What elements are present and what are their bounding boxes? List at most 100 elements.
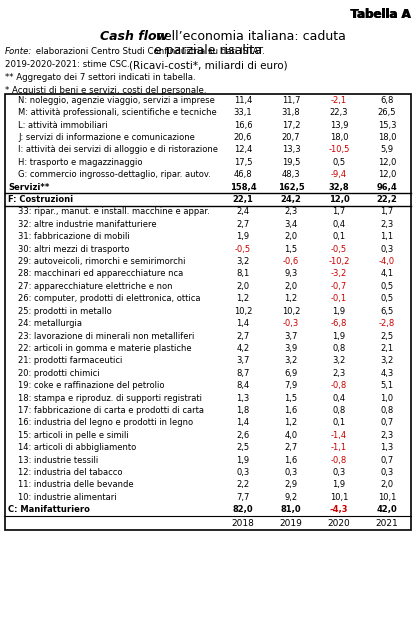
Text: 10,1: 10,1 [378,493,396,502]
Text: M: attività professionali, scientifiche e tecniche: M: attività professionali, scientifiche … [18,108,217,117]
Text: 0,3: 0,3 [380,245,394,254]
Text: * Acquisti di beni e servizi, costi del personale.: * Acquisti di beni e servizi, costi del … [5,86,206,95]
Text: 0,1: 0,1 [332,419,346,427]
Text: ** Aggregato dei 7 settori indicati in tabella.: ** Aggregato dei 7 settori indicati in t… [5,73,196,82]
Text: 8,1: 8,1 [236,269,250,278]
Text: 1,2: 1,2 [236,294,250,303]
Text: 11,4: 11,4 [234,96,252,104]
Text: I: attività dei servizi di alloggio e di ristorazione: I: attività dei servizi di alloggio e di… [18,145,218,154]
Text: 1,0: 1,0 [381,394,394,403]
Text: (Ricavi-costi*, miliardi di euro): (Ricavi-costi*, miliardi di euro) [129,60,287,70]
Text: 25: prodotti in metallo: 25: prodotti in metallo [18,306,112,316]
Text: 0,3: 0,3 [380,468,394,477]
Text: 0,8: 0,8 [380,406,394,415]
Text: 4,1: 4,1 [381,269,394,278]
Text: 3,4: 3,4 [285,220,297,229]
Text: -0,8: -0,8 [331,381,347,390]
Text: 4,0: 4,0 [285,431,297,440]
Text: 2,6: 2,6 [236,431,250,440]
Text: 11: industria delle bevande: 11: industria delle bevande [18,480,134,489]
Text: 2,0: 2,0 [285,282,297,291]
Text: 29: autoveicoli, rimorchi e semirimorchi: 29: autoveicoli, rimorchi e semirimorchi [18,257,186,266]
Text: 23: lavorazione di minerali non metalliferi: 23: lavorazione di minerali non metallif… [18,331,194,341]
Text: 2,7: 2,7 [236,220,250,229]
Text: 15,3: 15,3 [378,120,396,129]
Text: 3,7: 3,7 [284,331,298,341]
Text: 0,8: 0,8 [332,406,346,415]
Text: 4,2: 4,2 [236,344,250,353]
Text: 2,1: 2,1 [381,344,394,353]
Text: 9,2: 9,2 [285,493,297,502]
Text: -2,1: -2,1 [331,96,347,104]
Text: -0,8: -0,8 [331,455,347,464]
Text: 2,0: 2,0 [236,282,250,291]
Text: 18,0: 18,0 [378,133,396,142]
Text: 26: computer, prodotti di elettronica, ottica: 26: computer, prodotti di elettronica, o… [18,294,201,303]
Text: 2021: 2021 [376,519,399,527]
Text: 3,7: 3,7 [236,356,250,366]
Text: 31: fabbricazione di mobili: 31: fabbricazione di mobili [18,233,130,241]
Text: 24,2: 24,2 [280,195,302,204]
Text: elaborazioni Centro Studi Confindustria su dati ISTAT.: elaborazioni Centro Studi Confindustria … [33,47,265,56]
Text: 12,4: 12,4 [234,145,252,154]
Text: 22,1: 22,1 [233,195,253,204]
Text: 10,1: 10,1 [330,493,348,502]
Text: 6,9: 6,9 [285,369,297,378]
Text: 2,9: 2,9 [285,480,297,489]
Text: 20,7: 20,7 [282,133,300,142]
Text: 1,9: 1,9 [236,233,250,241]
Text: 16,6: 16,6 [234,120,253,129]
Text: 0,1: 0,1 [332,233,346,241]
Text: 7,7: 7,7 [236,493,250,502]
Text: 1,7: 1,7 [332,208,346,217]
Text: -0,7: -0,7 [331,282,347,291]
Text: 33: ripar., manut. e install. macchine e appar.: 33: ripar., manut. e install. macchine e… [18,208,210,217]
Text: 1,6: 1,6 [285,455,297,464]
Text: 5,1: 5,1 [381,381,394,390]
Text: 1,5: 1,5 [285,394,297,403]
Text: 12: industria del tabacco: 12: industria del tabacco [18,468,122,477]
Text: 12,0: 12,0 [378,158,396,167]
Text: -4,3: -4,3 [330,505,348,514]
Text: 2,4: 2,4 [236,208,250,217]
Text: 2019: 2019 [280,519,302,527]
Text: 0,5: 0,5 [332,158,346,167]
Text: 18,0: 18,0 [330,133,348,142]
Text: 0,5: 0,5 [381,294,394,303]
Text: 0,3: 0,3 [285,468,297,477]
Text: 16: industria del legno e prodotti in legno: 16: industria del legno e prodotti in le… [18,419,193,427]
Text: 2,3: 2,3 [332,369,346,378]
Text: 3,2: 3,2 [332,356,346,366]
Text: 31,8: 31,8 [282,108,300,117]
Text: 1,5: 1,5 [285,245,297,254]
Text: 0,5: 0,5 [381,282,394,291]
Text: -4,0: -4,0 [379,257,395,266]
Text: -10,2: -10,2 [328,257,350,266]
Text: Servizi**: Servizi** [8,183,50,192]
Text: H: trasporto e magazzinaggio: H: trasporto e magazzinaggio [18,158,143,167]
Text: nell’economia italiana: caduta: nell’economia italiana: caduta [153,30,347,43]
Text: Cash flow: Cash flow [101,30,168,43]
Text: -0,1: -0,1 [331,294,347,303]
Text: 32: altre industrie manifatturiere: 32: altre industrie manifatturiere [18,220,157,229]
Text: 8,7: 8,7 [236,369,250,378]
Text: 10,2: 10,2 [234,306,252,316]
Text: 22,3: 22,3 [330,108,348,117]
Text: 158,4: 158,4 [230,183,256,192]
Text: 32,8: 32,8 [329,183,349,192]
Text: 0,7: 0,7 [380,419,394,427]
Text: 13: industrie tessili: 13: industrie tessili [18,455,98,464]
Text: 4,3: 4,3 [380,369,394,378]
Text: 22,2: 22,2 [376,195,397,204]
Text: -6,8: -6,8 [331,319,347,328]
Text: 0,3: 0,3 [332,468,346,477]
Text: 20,6: 20,6 [234,133,252,142]
Text: J: servizi di informazione e comunicazione: J: servizi di informazione e comunicazio… [18,133,195,142]
Text: 2,0: 2,0 [285,233,297,241]
Text: -10,5: -10,5 [328,145,350,154]
Text: 10,2: 10,2 [282,306,300,316]
Text: 5,9: 5,9 [381,145,394,154]
Text: 19,5: 19,5 [282,158,300,167]
Text: 7,9: 7,9 [285,381,297,390]
Text: -0,6: -0,6 [283,257,299,266]
